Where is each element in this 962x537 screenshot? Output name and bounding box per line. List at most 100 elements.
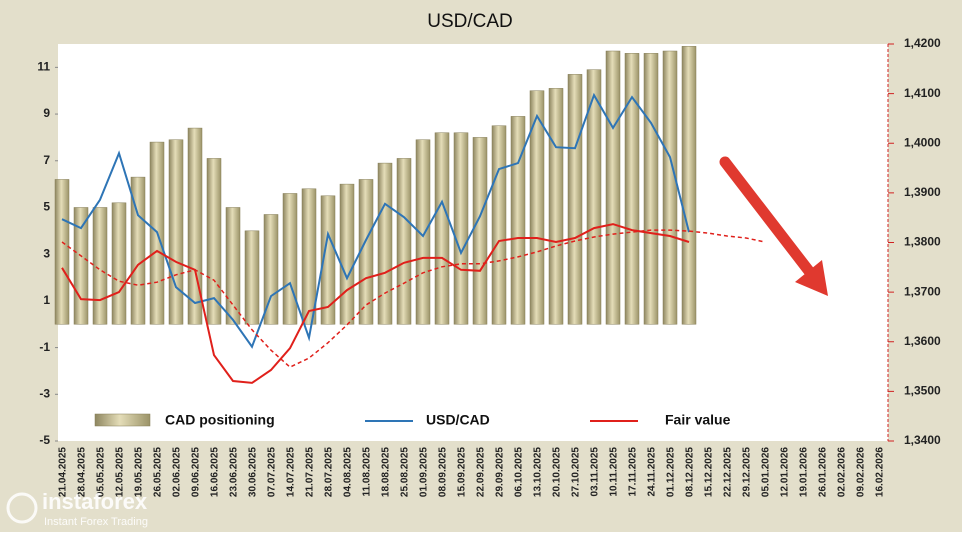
y-tick-label: 7	[43, 153, 50, 167]
bar	[529, 90, 545, 325]
bar	[377, 162, 393, 325]
x-tick-label: 07.07.2025	[267, 447, 278, 497]
bar	[168, 139, 184, 325]
bar	[187, 127, 203, 325]
bar	[510, 116, 526, 325]
y2-tick-label: 1,4100	[904, 86, 941, 100]
bar	[263, 214, 279, 325]
bar	[453, 132, 469, 325]
bar	[301, 188, 317, 325]
y-tick-label: -5	[39, 433, 50, 447]
chart-title: USD/CAD	[427, 11, 513, 32]
x-tick-label: 21.07.2025	[305, 447, 316, 497]
bar	[605, 50, 621, 325]
legend-label: Fair value	[665, 412, 731, 428]
x-tick-label: 02.02.2026	[837, 447, 848, 497]
y2-tick-label: 1,4200	[904, 36, 941, 50]
x-tick-label: 16.06.2025	[210, 447, 221, 497]
y2-tick-label: 1,3400	[904, 433, 941, 447]
bar	[320, 195, 336, 325]
bar	[586, 69, 602, 325]
y-tick-label: -3	[39, 386, 50, 400]
bar	[491, 125, 507, 325]
x-tick-label: 19.05.2025	[134, 447, 145, 497]
x-tick-label: 15.09.2025	[457, 447, 468, 497]
dashed-line	[61, 229, 766, 368]
x-tick-label: 25.08.2025	[400, 447, 411, 497]
x-tick-label: 15.12.2025	[704, 447, 715, 497]
x-tick-label: 23.06.2025	[229, 447, 240, 497]
x-tick-label: 13.10.2025	[533, 447, 544, 497]
logo-tagline: Instant Forex Trading	[44, 516, 148, 528]
arrow	[719, 156, 818, 281]
x-tick-label: 14.07.2025	[286, 447, 297, 497]
bar	[567, 74, 583, 325]
x-tick-label: 09.02.2026	[856, 447, 867, 497]
x-tick-label: 24.11.2025	[647, 447, 658, 497]
bar	[681, 46, 697, 325]
legend-label: USD/CAD	[426, 412, 490, 428]
x-tick-label: 12.05.2025	[115, 447, 126, 497]
bar	[206, 158, 222, 325]
x-tick-label: 06.10.2025	[514, 447, 525, 497]
logo: instaforex Instant Forex Trading	[6, 489, 148, 528]
bar	[339, 183, 355, 325]
bar	[624, 53, 640, 325]
bar	[54, 179, 70, 325]
bar	[548, 88, 564, 325]
y-tick-label: -1	[39, 340, 50, 354]
x-tick-label: 26.01.2026	[818, 447, 829, 497]
x-tick-label: 19.01.2026	[799, 447, 810, 497]
x-tick-label: 26.05.2025	[153, 447, 164, 497]
x-tick-label: 16.02.2026	[875, 447, 886, 497]
x-tick-label: 01.09.2025	[419, 447, 430, 497]
x-tick-label: 04.08.2025	[343, 447, 354, 497]
arrow-head	[795, 260, 828, 296]
bar	[643, 53, 659, 325]
legend-swatch	[94, 413, 151, 427]
x-tick-label: 22.09.2025	[476, 447, 487, 497]
x-tick-label: 10.11.2025	[609, 447, 620, 497]
x-tick-label: 08.12.2025	[685, 447, 696, 497]
bar	[662, 50, 678, 325]
bar	[130, 176, 146, 325]
y-tick-label: 1	[43, 293, 50, 307]
y-tick-label: 5	[43, 200, 50, 214]
y-tick-label: 11	[37, 60, 50, 74]
x-tick-label: 29.12.2025	[742, 447, 753, 497]
y2-tick-label: 1,4000	[904, 135, 941, 149]
y2-tick-label: 1,3600	[904, 334, 941, 348]
bar	[415, 139, 431, 325]
x-tick-label: 28.04.2025	[77, 447, 88, 497]
bar	[111, 202, 127, 325]
y-tick-label: 3	[43, 246, 50, 260]
legend-label: CAD positioning	[165, 412, 275, 428]
x-tick-label: 28.07.2025	[324, 447, 335, 497]
logo-brand: instaforex	[42, 489, 148, 514]
x-tick-label: 05.01.2026	[761, 447, 772, 497]
x-tick-label: 20.10.2025	[552, 447, 563, 497]
x-tick-label: 02.06.2025	[172, 447, 183, 497]
line	[61, 92, 690, 349]
x-tick-label: 29.09.2025	[495, 447, 506, 497]
bar	[282, 193, 298, 325]
x-tick-label: 17.11.2025	[628, 447, 639, 497]
y2-tick-label: 1,3900	[904, 185, 941, 199]
y2-tick-label: 1,3500	[904, 384, 941, 398]
x-tick-label: 08.09.2025	[438, 447, 449, 497]
x-tick-label: 05.05.2025	[96, 447, 107, 497]
x-tick-label: 21.04.2025	[58, 447, 69, 497]
bar	[434, 132, 450, 325]
x-tick-label: 18.08.2025	[381, 447, 392, 497]
line	[61, 223, 690, 384]
bar	[396, 158, 412, 325]
x-tick-label: 22.12.2025	[723, 447, 734, 497]
x-tick-label: 11.08.2025	[362, 447, 373, 497]
x-tick-label: 30.06.2025	[248, 447, 259, 497]
x-tick-label: 12.01.2026	[780, 447, 791, 497]
x-tick-label: 27.10.2025	[571, 447, 582, 497]
y-tick-label: 9	[43, 106, 50, 120]
bar	[244, 230, 260, 325]
bar	[92, 207, 108, 325]
